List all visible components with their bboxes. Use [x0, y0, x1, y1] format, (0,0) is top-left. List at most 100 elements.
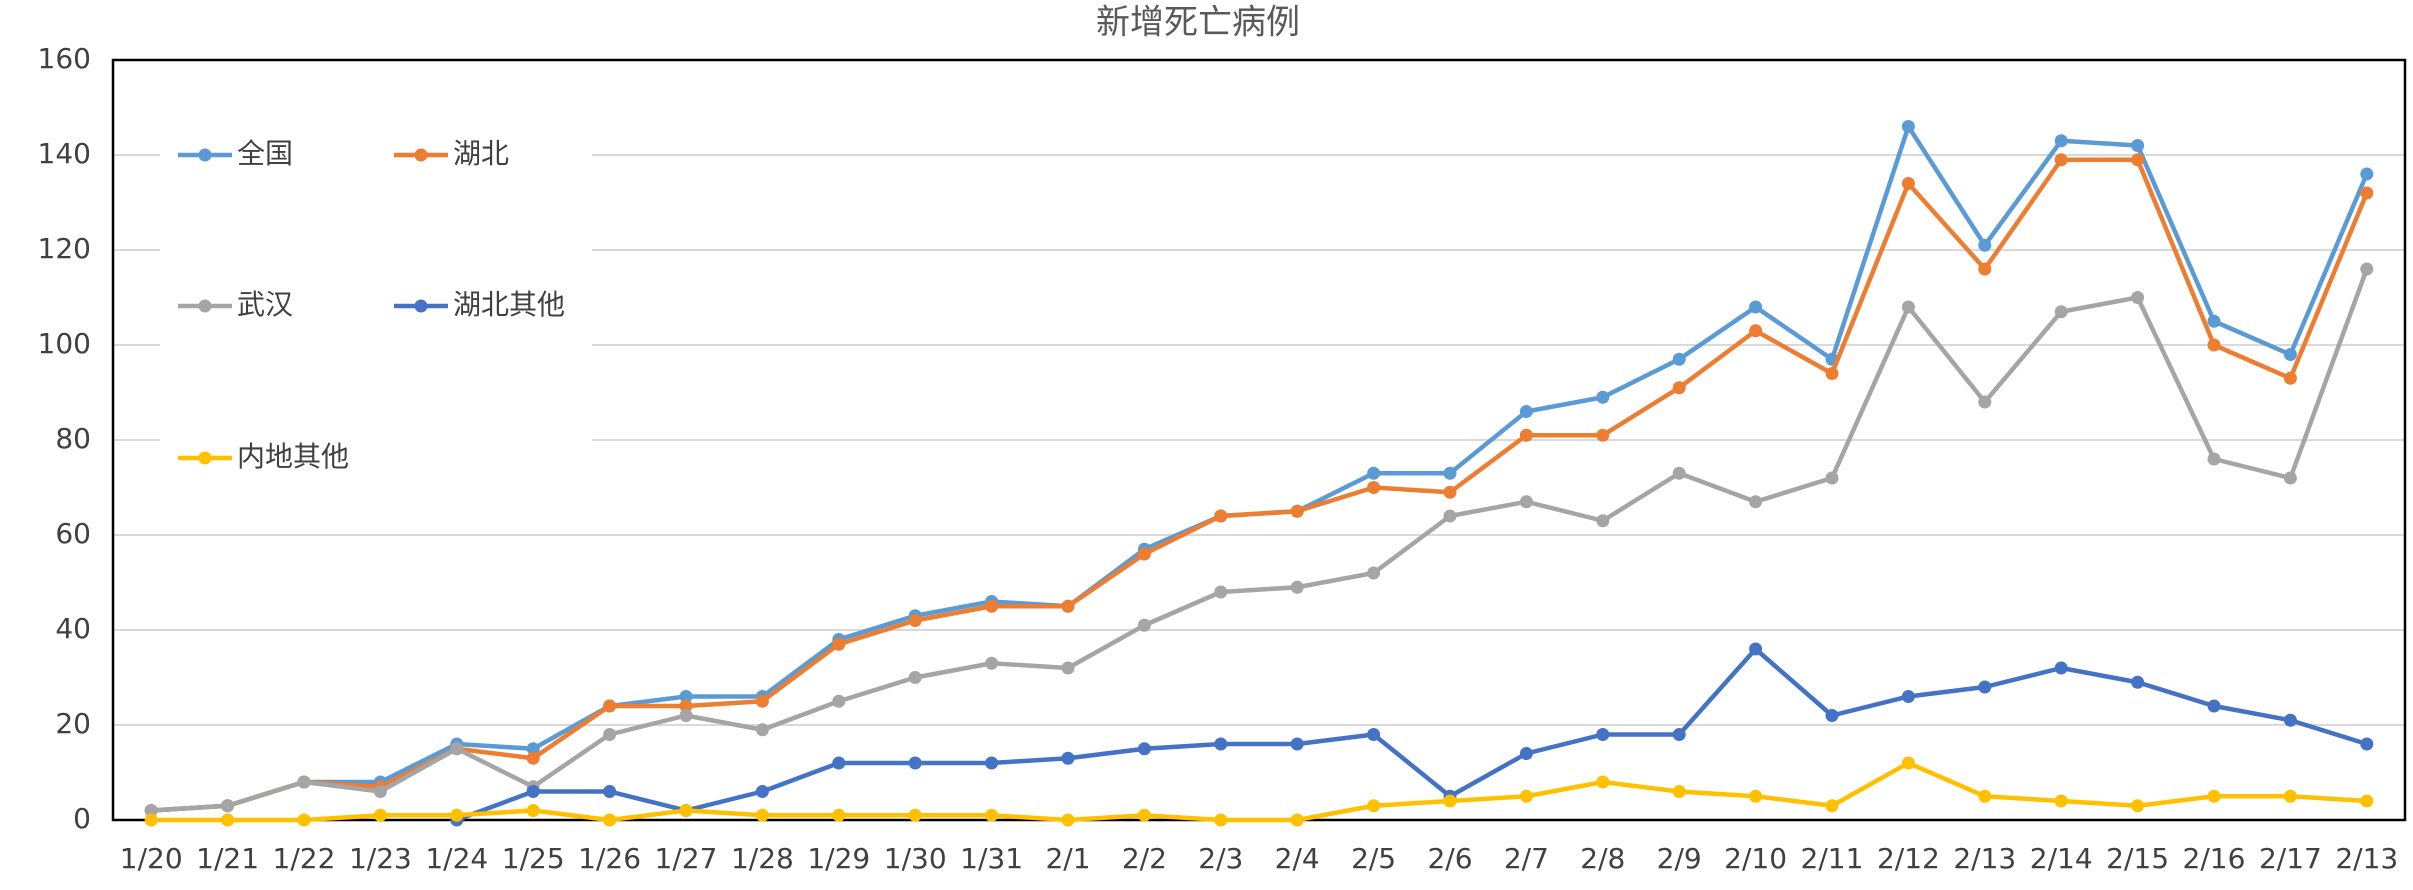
marker: [755, 723, 769, 737]
marker: [2054, 153, 2068, 167]
marker: [1214, 509, 1228, 523]
marker: [1367, 566, 1381, 580]
x-tick-label: 2/2: [1122, 842, 1167, 875]
y-tick-label: 40: [55, 612, 91, 645]
x-tick-label: 2/13: [2335, 842, 2398, 875]
marker: [1978, 262, 1992, 276]
marker: [1825, 367, 1839, 380]
marker: [1214, 737, 1228, 751]
marker: [1978, 680, 1992, 694]
marker: [1749, 324, 1763, 338]
legend-marker: [414, 299, 428, 313]
marker: [2131, 153, 2145, 167]
x-tick-label: 2/13: [1953, 842, 2016, 875]
legend-label: 全国: [237, 137, 293, 170]
marker: [755, 808, 769, 822]
x-tick-label: 2/5: [1351, 842, 1396, 875]
legend-marker: [198, 299, 212, 313]
y-tick-label: 80: [55, 422, 91, 455]
chart-title: 新增死亡病例: [1096, 3, 1300, 43]
x-tick-label: 1/31: [960, 842, 1023, 875]
marker: [2360, 186, 2374, 200]
legend-marker: [198, 148, 212, 162]
marker: [603, 813, 617, 827]
marker: [2054, 794, 2068, 808]
marker: [1290, 737, 1304, 751]
marker: [679, 709, 693, 722]
marker: [2207, 338, 2221, 352]
marker: [526, 751, 540, 765]
marker: [908, 614, 922, 627]
marker: [2054, 134, 2068, 148]
x-tick-label: 2/14: [2030, 842, 2093, 875]
marker: [679, 699, 693, 713]
marker: [1290, 504, 1304, 518]
marker: [755, 694, 769, 708]
x-tick-label: 1/20: [120, 842, 183, 875]
marker: [221, 799, 235, 813]
marker: [755, 785, 769, 798]
x-tick-label: 2/9: [1657, 842, 1702, 875]
marker: [1672, 728, 1686, 741]
x-tick-label: 2/17: [2259, 842, 2322, 875]
x-tick-label: 2/11: [1801, 842, 1864, 875]
marker: [144, 813, 158, 827]
marker: [1061, 751, 1075, 765]
marker: [1519, 747, 1533, 760]
marker: [1978, 395, 1992, 409]
marker: [1672, 785, 1686, 798]
legend-box: [160, 120, 592, 520]
x-tick-label: 1/22: [273, 842, 336, 875]
marker: [2054, 305, 2068, 319]
marker: [2360, 794, 2374, 808]
marker: [2207, 452, 2221, 466]
y-tick-label: 120: [38, 232, 91, 265]
x-tick-label: 1/29: [807, 842, 870, 875]
marker: [1214, 813, 1228, 827]
marker: [1901, 690, 1915, 703]
marker: [1519, 405, 1533, 418]
marker: [1749, 300, 1763, 314]
marker: [1978, 238, 1992, 252]
series-line: [151, 760, 2367, 823]
marker: [1519, 495, 1533, 509]
y-tick-label: 20: [55, 707, 91, 740]
marker: [1367, 799, 1381, 813]
x-tick-label: 2/8: [1580, 842, 1625, 875]
x-tick-label: 2/4: [1275, 842, 1320, 875]
marker: [2283, 471, 2297, 485]
marker: [603, 785, 617, 798]
marker: [1749, 642, 1763, 656]
marker: [1443, 466, 1457, 480]
legend-label: 武汉: [237, 288, 293, 321]
marker: [1596, 390, 1610, 404]
marker: [1519, 428, 1533, 442]
marker: [985, 808, 999, 822]
x-tick-label: 1/23: [349, 842, 412, 875]
marker: [832, 756, 846, 770]
marker: [1443, 509, 1457, 523]
x-tick-label: 2/10: [1724, 842, 1787, 875]
marker: [297, 775, 311, 789]
marker: [1214, 585, 1228, 599]
x-tick-label: 2/3: [1198, 842, 1243, 875]
x-tick-label: 1/24: [425, 842, 488, 875]
marker: [1825, 471, 1839, 485]
marker: [2283, 789, 2297, 803]
marker: [1901, 300, 1915, 314]
marker: [1901, 756, 1915, 770]
marker: [908, 756, 922, 770]
x-tick-label: 1/28: [731, 842, 794, 875]
marker: [526, 785, 540, 798]
x-tick-label: 2/6: [1427, 842, 1472, 875]
marker: [1061, 661, 1075, 675]
legend-marker: [198, 451, 212, 465]
marker: [526, 742, 540, 756]
series-line: [151, 157, 2369, 813]
marker: [679, 690, 693, 703]
x-tick-label: 2/7: [1504, 842, 1549, 875]
marker: [1367, 466, 1381, 480]
marker: [1596, 728, 1610, 741]
marker: [2360, 167, 2374, 181]
legend-marker: [414, 148, 428, 162]
